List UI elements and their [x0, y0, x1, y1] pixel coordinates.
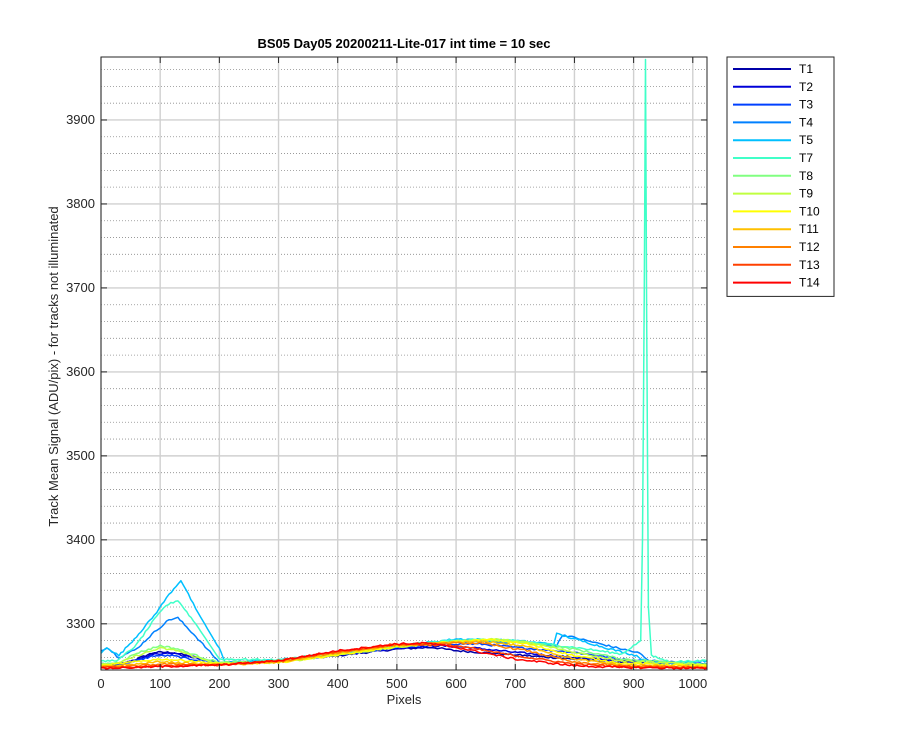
y-tick-label: 3400 [66, 532, 95, 547]
legend-label: T4 [799, 115, 813, 129]
legend-label: T13 [799, 258, 820, 272]
series-line-t9 [100, 637, 708, 666]
y-tick-label: 3600 [66, 364, 95, 379]
chart-title: BS05 Day05 20200211-Lite-017 int time = … [257, 36, 550, 51]
x-tick-label: 1000 [678, 676, 707, 691]
x-tick-label: 700 [504, 676, 526, 691]
plot-frame [100, 56, 708, 671]
x-tick-label: 500 [386, 676, 408, 691]
x-axis-label: Pixels [387, 692, 422, 707]
legend-label: T1 [799, 62, 813, 76]
x-tick-label: 300 [268, 676, 290, 691]
x-tick-label: 600 [445, 676, 467, 691]
y-tick-label: 3800 [66, 196, 95, 211]
y-tick-label: 3500 [66, 448, 95, 463]
y-tick-label: 3300 [66, 616, 95, 631]
y-tick-label: 3900 [66, 112, 95, 127]
series-lines [100, 58, 708, 670]
x-tick-label: 400 [327, 676, 349, 691]
x-tick-label: 0 [97, 676, 104, 691]
legend-label: T7 [799, 151, 813, 165]
legend-label: T11 [799, 222, 819, 236]
legend: T1 T2 T3 T4 T5 T7 T8 T9 T10 T11 T12 T13 T14 [726, 56, 835, 297]
y-tick-label: 3700 [66, 280, 95, 295]
y-axis-label: Track Mean Signal (ADU/pix) - for tracks… [46, 206, 61, 526]
legend-label: T2 [799, 80, 813, 94]
legend-label: T12 [799, 240, 820, 254]
legend-label: T3 [799, 98, 813, 112]
grid [100, 57, 707, 670]
legend-label: T8 [799, 169, 813, 183]
series-line-t11 [100, 639, 708, 668]
legend-label: T10 [799, 204, 820, 218]
legend-label: T14 [799, 276, 820, 290]
series-line-t14 [100, 641, 708, 670]
axis-ticks: 0 100 200 300 400 500 600 700 800 900 1000 3300 3400… [66, 57, 707, 691]
legend-label: T5 [799, 133, 813, 147]
x-tick-label: 900 [623, 676, 645, 691]
x-tick-label: 800 [564, 676, 586, 691]
legend-label: T9 [799, 187, 813, 201]
x-tick-label: 200 [209, 676, 231, 691]
x-tick-label: 100 [149, 676, 171, 691]
